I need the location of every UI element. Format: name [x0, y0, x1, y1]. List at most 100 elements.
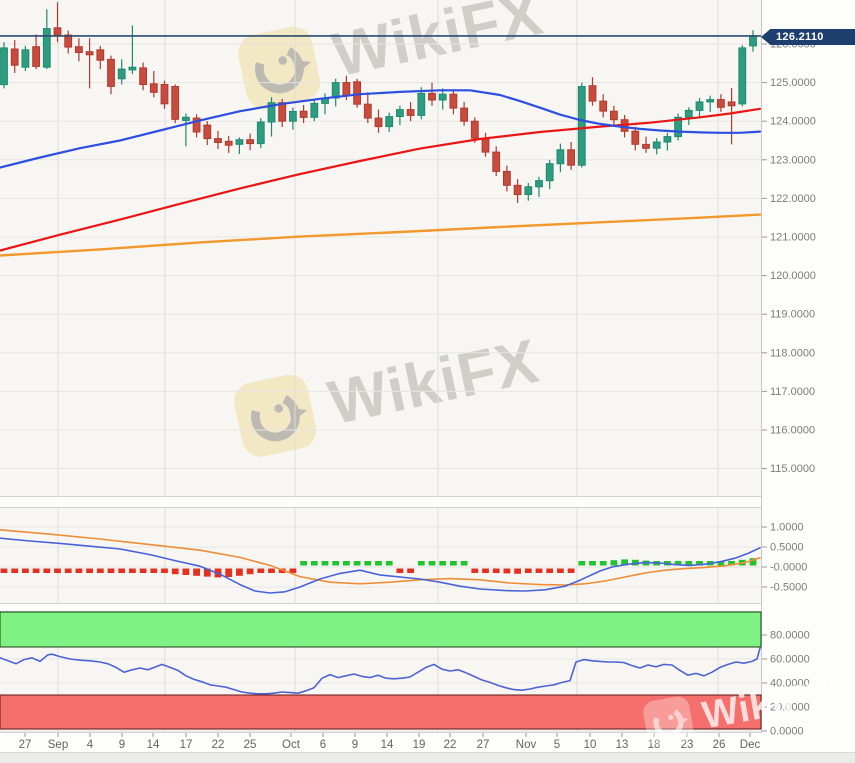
- macd-histogram-bar: [514, 568, 521, 574]
- candle: [663, 136, 672, 143]
- candle: [75, 46, 83, 54]
- x-axis-label: 9: [352, 739, 358, 751]
- candle: [556, 149, 565, 165]
- candle: [235, 139, 244, 145]
- candle: [182, 116, 190, 121]
- candle: [32, 46, 41, 67]
- macd-histogram-bar: [524, 568, 532, 573]
- candle: [577, 86, 586, 166]
- macd-histogram-bar: [75, 568, 83, 573]
- macd-histogram-bar: [385, 561, 393, 566]
- macd-histogram-bar: [107, 568, 115, 573]
- macd-histogram-bar: [11, 568, 19, 573]
- candle: [299, 110, 308, 118]
- macd-histogram-bar: [578, 561, 586, 566]
- macd-histogram-bar: [353, 561, 361, 566]
- candle: [727, 101, 736, 107]
- macd-histogram-bar: [546, 568, 554, 573]
- candle: [192, 117, 201, 133]
- x-axis-label: Nov: [516, 739, 537, 751]
- rsi-zones-layer: [0, 611, 762, 730]
- macd-histogram-bar: [599, 561, 607, 566]
- macd-histogram-bar: [364, 561, 372, 566]
- candle: [470, 120, 479, 139]
- macd-histogram-bar: [375, 561, 382, 566]
- x-axis-label: 4: [87, 739, 94, 751]
- y-axis-label: 118.0000: [770, 347, 815, 359]
- candle: [417, 92, 426, 116]
- y-axis-label: 121.0000: [770, 232, 816, 244]
- candle: [353, 81, 362, 105]
- candle: [139, 67, 147, 86]
- y-axis-label: 0.5000: [770, 542, 804, 554]
- candle: [310, 102, 319, 118]
- candle: [674, 116, 683, 138]
- x-axis-label: 27: [477, 739, 490, 751]
- y-axis-label: 120.0000: [770, 270, 816, 282]
- candle: [53, 27, 62, 36]
- x-axis-label: Dec: [740, 739, 761, 751]
- macd-histogram-bar: [482, 568, 489, 573]
- candle: [64, 34, 73, 48]
- rsi-overbought-zone: [0, 611, 762, 648]
- x-axis-label: 17: [180, 739, 193, 751]
- candle: [160, 84, 169, 105]
- x-axis-label: 22: [444, 739, 457, 751]
- macd-histogram-bar: [492, 568, 500, 573]
- rsi-layer: [0, 647, 761, 695]
- macd-histogram-bar: [332, 561, 340, 566]
- macd-histogram-bar: [64, 568, 72, 573]
- candle: [738, 47, 747, 105]
- candle: [396, 109, 404, 117]
- ma-layer: [0, 35, 762, 257]
- macd-histogram-bar: [300, 561, 307, 566]
- candle: [21, 49, 30, 68]
- candle: [535, 180, 543, 188]
- bottom-strip: [0, 752, 855, 763]
- macd-histogram-bar: [749, 558, 757, 566]
- candle: [684, 109, 693, 118]
- candle: [524, 186, 533, 196]
- macd-histogram-bar: [289, 568, 297, 573]
- candle: [10, 48, 19, 66]
- y-axis-label: 124.0000: [770, 116, 816, 128]
- macd-histogram-bar: [439, 561, 447, 566]
- x-axis-label: 26: [713, 739, 726, 751]
- candle: [203, 124, 212, 140]
- y-axis-label: 20.0000: [770, 702, 810, 714]
- x-axis-label: 10: [584, 739, 597, 751]
- x-axis-label: 14: [381, 739, 394, 751]
- candle: [85, 51, 94, 56]
- macd-histogram-bar: [631, 559, 639, 566]
- macd-histogram-bar: [0, 568, 8, 573]
- candle: [128, 66, 137, 71]
- candle: [385, 116, 394, 128]
- candle: [42, 28, 51, 68]
- candle: [631, 130, 640, 145]
- macd-histogram-bar: [343, 561, 350, 566]
- x-axis-label: 13: [616, 739, 629, 751]
- x-axis-label: Sep: [48, 739, 68, 751]
- y-axis-label: 122.0000: [770, 193, 816, 205]
- x-axis-label: 22: [212, 739, 225, 751]
- candle: [503, 170, 511, 186]
- candle: [481, 137, 490, 153]
- candle: [599, 100, 608, 112]
- candle: [214, 138, 222, 144]
- candle: [460, 107, 469, 122]
- y-axis-label: 117.0000: [770, 386, 815, 398]
- candle: [256, 121, 265, 145]
- macd-histogram-bar: [310, 561, 318, 566]
- macd-line: [0, 537, 761, 594]
- y-axis-label: 80.0000: [770, 630, 810, 642]
- macd-layer: [0, 528, 761, 594]
- y-axis-label: 123.0000: [770, 154, 816, 166]
- last-price-value: 126.2110: [776, 31, 824, 43]
- y-axis-label: 115.0000: [770, 463, 815, 475]
- candle: [749, 35, 757, 47]
- macd-histogram-bar: [171, 568, 179, 575]
- macd-histogram-bar: [428, 561, 436, 566]
- macd-histogram-bar: [535, 568, 543, 573]
- y-axis-label: 116.0000: [770, 425, 815, 437]
